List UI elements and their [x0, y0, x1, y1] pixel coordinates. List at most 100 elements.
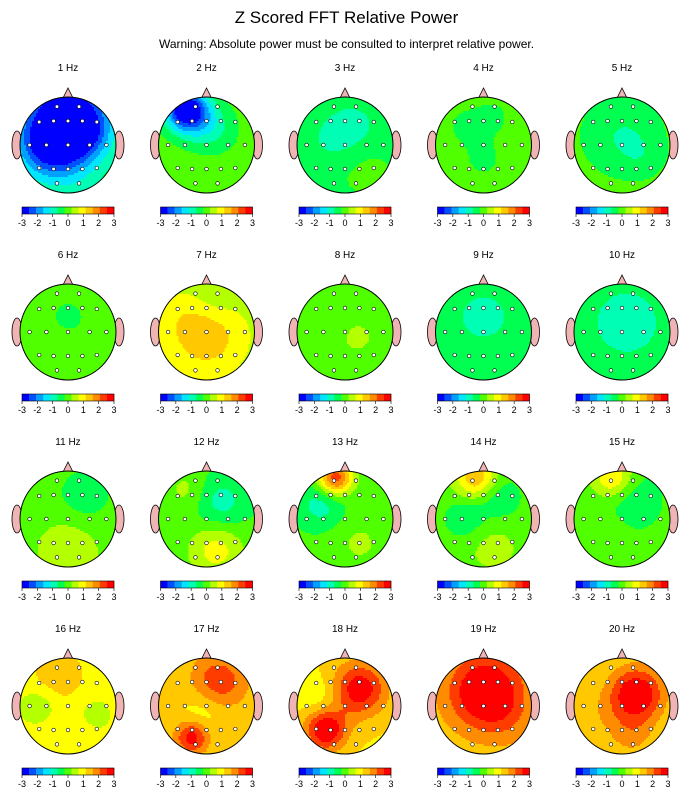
colorbar-tick-label: -2: [587, 405, 595, 415]
electrode-dot: [331, 104, 337, 109]
electrode-dot: [492, 555, 497, 560]
topomap-label: 1 Hz: [58, 63, 79, 74]
electrode-dot: [226, 329, 231, 335]
topomap-15: 15 Hz -3 -2 -1 0 1 2 3: [565, 437, 679, 602]
colorbar-tick-label: -2: [449, 405, 457, 415]
electrode-dot: [658, 703, 663, 709]
electrode-dot: [371, 306, 376, 312]
electrode-dot: [328, 118, 333, 124]
electrode-dot: [353, 478, 359, 483]
electrode-dot: [190, 540, 195, 546]
electrode-dot: [193, 742, 198, 747]
topomap-label: 6 Hz: [58, 250, 79, 261]
electrode-dot: [598, 516, 603, 522]
electrode-dot: [190, 305, 195, 311]
electrode-dot: [215, 181, 220, 186]
electrode-dot: [215, 555, 220, 560]
electrode-dot: [342, 305, 348, 311]
electrode-dot: [598, 142, 603, 148]
electrode-dot: [605, 492, 610, 498]
electrode-dot: [492, 291, 497, 296]
electrode-dot: [215, 291, 220, 296]
colorbar-tick-label: 0: [65, 779, 70, 789]
colorbar-tick-label: -2: [33, 405, 41, 415]
colorbar-tick-label: 0: [481, 592, 486, 602]
electrode-dot: [37, 539, 42, 545]
colorbar-tick-label: 1: [496, 405, 501, 415]
colorbar-tick-label: -1: [326, 405, 334, 415]
electrode-dot: [54, 478, 60, 483]
colorbar: -3 -2 -1 0 1 2 3: [156, 580, 255, 602]
electrode-dot: [80, 727, 85, 733]
electrode-dot: [443, 329, 448, 335]
topomap-label: 2 Hz: [196, 63, 217, 74]
colorbar-tick-label: 2: [512, 218, 517, 228]
electrode-dot: [304, 142, 309, 148]
electrode-dot: [87, 329, 92, 335]
colorbar-tick-label: 2: [373, 218, 378, 228]
electrode-dot: [630, 665, 636, 670]
head-outline: [573, 657, 671, 755]
colorbar-tick-label: 1: [496, 592, 501, 602]
colorbar-tick-label: -1: [187, 405, 195, 415]
colorbar-tick-label: -3: [295, 779, 303, 789]
electrode-dot: [519, 516, 525, 522]
electrode-dot: [608, 181, 614, 186]
electrode-dot: [371, 493, 376, 499]
colorbar-tick-label: -1: [464, 592, 472, 602]
electrode-dot: [104, 329, 109, 335]
electrode-dot: [80, 166, 85, 172]
electrode-dot: [233, 680, 238, 686]
electrode-dot: [328, 540, 333, 546]
electrode-dot: [481, 118, 486, 124]
electrode-dot: [233, 726, 238, 732]
colorbar-tick-label: -3: [18, 405, 26, 415]
colorbar-tick-label: -1: [464, 218, 472, 228]
colorbar-tick-label: 0: [619, 592, 624, 602]
electrode-dot: [641, 329, 646, 335]
colorbar-tick-label: 3: [665, 218, 670, 228]
colorbar-tick-label: -3: [156, 405, 164, 415]
electrode-dot: [648, 306, 653, 312]
electrode-dot: [65, 142, 71, 148]
electrode-dot: [233, 165, 238, 171]
electrode-dot: [87, 516, 92, 522]
electrode-dot: [630, 742, 636, 747]
electrode-dot: [65, 305, 71, 311]
electrode-dot: [492, 368, 497, 373]
colorbar-tick-label: -2: [310, 779, 318, 789]
topomap-12: 12 Hz -3 -2 -1 0 1 2 3: [150, 437, 263, 602]
colorbar-tick-label: 2: [235, 779, 240, 789]
topomap-label: 19 Hz: [470, 624, 496, 635]
electrode-dot: [37, 119, 42, 125]
power-heatmap: [20, 284, 116, 380]
electrode-dot: [357, 679, 362, 685]
colorbar: -3 -2 -1 0 1 2 3: [572, 393, 671, 415]
electrode-dot: [314, 493, 319, 499]
electrode-dot: [182, 142, 187, 148]
power-heatmap: [20, 471, 116, 567]
electrode-dot: [51, 166, 56, 172]
head-outline: [296, 657, 394, 755]
topomap-label: 17 Hz: [193, 624, 219, 635]
topomap-2: 2 Hz -3 -2 -1 0 1 2 3: [150, 63, 263, 228]
electrode-dot: [331, 478, 337, 483]
electrode-dot: [467, 118, 472, 124]
colorbar-tick-label: -1: [187, 779, 195, 789]
electrode-dot: [510, 493, 515, 499]
colorbar-tick-label: 0: [204, 779, 209, 789]
colorbar-tick-label: -2: [172, 218, 180, 228]
electrode-dot: [233, 493, 238, 499]
electrode-dot: [357, 353, 362, 359]
colorbar-tick-label: -1: [49, 405, 57, 415]
electrode-dot: [54, 742, 60, 747]
colorbar-tick-label: 2: [650, 779, 655, 789]
electrode-dot: [54, 665, 60, 670]
electrode-dot: [80, 492, 85, 498]
electrode-dot: [353, 181, 359, 186]
electrode-dot: [54, 181, 60, 186]
electrode-dot: [481, 727, 486, 733]
electrode-dot: [342, 727, 348, 733]
electrode-dot: [94, 352, 99, 358]
electrode-dot: [175, 680, 180, 686]
